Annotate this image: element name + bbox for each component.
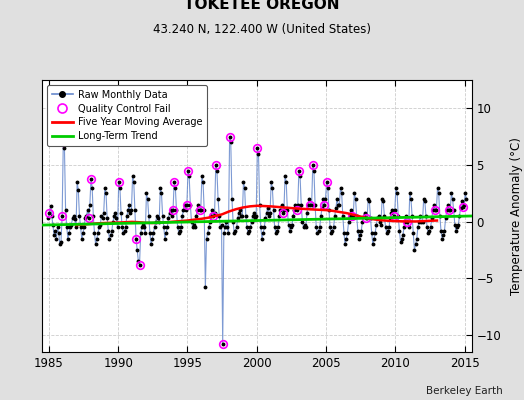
Y-axis label: Temperature Anomaly (°C): Temperature Anomaly (°C) xyxy=(509,137,522,295)
Text: TOKETEE OREGON: TOKETEE OREGON xyxy=(184,0,340,12)
Text: 43.240 N, 122.400 W (United States): 43.240 N, 122.400 W (United States) xyxy=(153,23,371,36)
Text: Berkeley Earth: Berkeley Earth xyxy=(427,386,503,396)
Legend: Raw Monthly Data, Quality Control Fail, Five Year Moving Average, Long-Term Tren: Raw Monthly Data, Quality Control Fail, … xyxy=(47,85,208,146)
